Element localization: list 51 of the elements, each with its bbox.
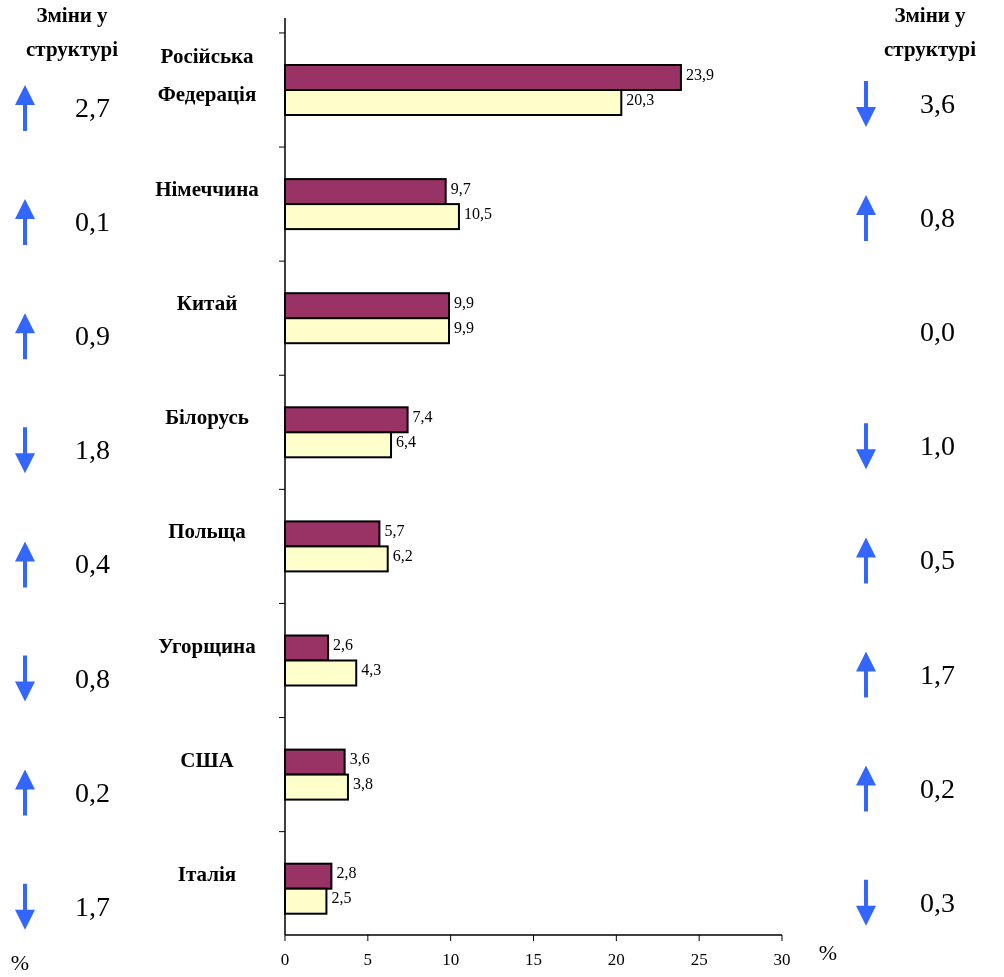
text: 0,9: [75, 320, 110, 352]
data-label: 7,4: [412, 407, 433, 425]
text: 0,0: [920, 316, 955, 348]
data-label: 6,2: [392, 546, 413, 564]
x-tick-label: 15: [525, 950, 542, 969]
x-tick-label: 5: [363, 950, 373, 969]
data-label: 23,9: [685, 65, 714, 83]
text: %: [10, 950, 30, 975]
text: 1,0: [920, 430, 955, 462]
data-label: 20,3: [626, 90, 655, 108]
text: 0,8: [75, 662, 110, 694]
y-tick-label: Польща: [168, 519, 247, 544]
text: 1,8: [75, 434, 110, 466]
text: 0,3: [920, 886, 955, 918]
text: 2,7: [75, 92, 110, 123]
data-label: 6,4: [396, 432, 417, 450]
data-label: 2,6: [333, 636, 354, 653]
data-label: 10,5: [463, 204, 492, 222]
x-tick-label: 10: [442, 950, 460, 969]
y-tick-label: Білорусь: [165, 405, 249, 430]
text: 0,5: [920, 544, 955, 576]
data-label: 2,8: [336, 864, 357, 882]
data-label: 4,3: [361, 661, 382, 678]
data-label: 5,7: [384, 521, 405, 539]
text: 0,1: [75, 206, 110, 238]
x-tick-label: 25: [690, 950, 708, 969]
data-label: 9,9: [454, 318, 475, 336]
text: 1,7: [75, 890, 110, 922]
text: 3,6: [920, 88, 955, 119]
text: 0,2: [75, 776, 110, 808]
data-label: 9,7: [450, 179, 471, 197]
y-tick-label: Російська Федерація: [157, 44, 257, 106]
text: 0,8: [920, 202, 955, 234]
x-tick-label: 0: [280, 950, 290, 969]
data-label: 9,9: [454, 293, 475, 311]
text: 1,7: [920, 658, 955, 690]
text: Зміни у структурі: [884, 3, 977, 61]
data-label: 3,6: [349, 750, 370, 768]
text: 0,4: [75, 548, 110, 580]
y-tick-label: Угорщина: [158, 633, 257, 658]
data-label: 2,5: [331, 889, 352, 907]
y-tick-label: Німеччина: [155, 177, 260, 202]
x-tick-label: 20: [607, 950, 625, 969]
text: %: [818, 940, 838, 965]
y-tick-label: США: [180, 747, 235, 772]
y-tick-label: Китай: [176, 291, 238, 316]
x-tick-label: 30: [773, 950, 791, 969]
y-tick-label: Італія: [177, 861, 237, 886]
data-label: 3,8: [352, 775, 373, 793]
text: Зміни у структурі: [26, 3, 119, 61]
text: 0,2: [920, 772, 955, 804]
